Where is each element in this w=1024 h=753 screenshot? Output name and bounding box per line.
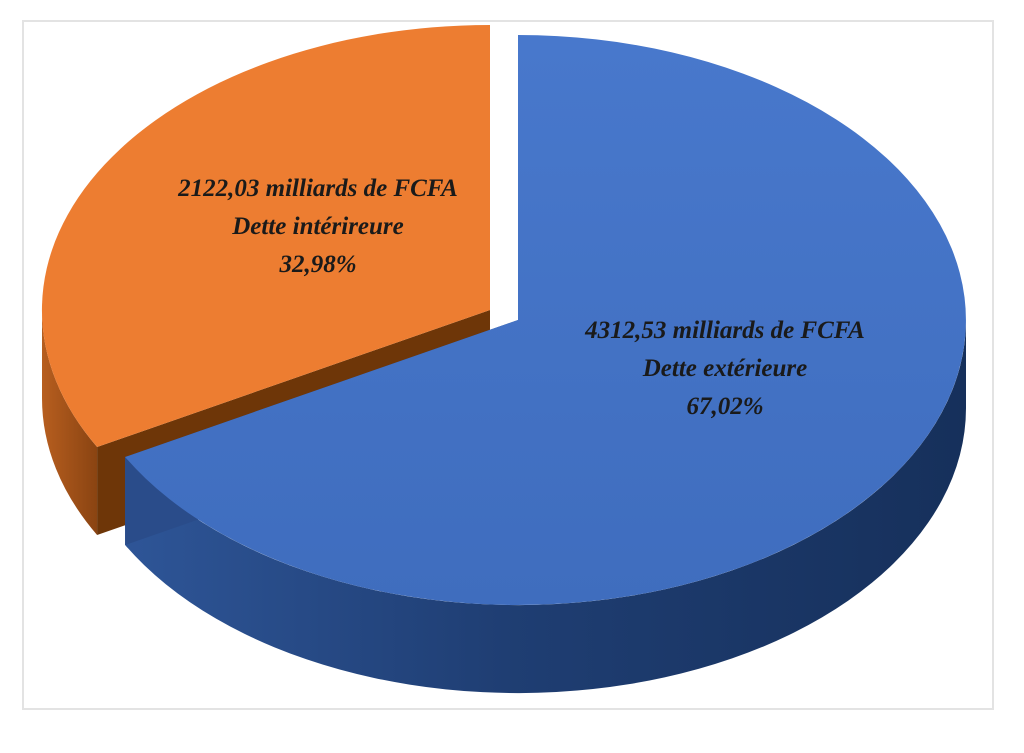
data-label-dette-exterieure-amount: 4312,53 milliards de FCFA bbox=[584, 317, 865, 344]
data-label-dette-interieure-amount: 2122,03 milliards de FCFA bbox=[177, 175, 458, 202]
data-label-dette-interieure: 2122,03 milliards de FCFA Dette intérire… bbox=[177, 175, 458, 278]
data-label-dette-interieure-percent: 32,98% bbox=[278, 251, 356, 278]
pie-slice-dette-exterieure bbox=[125, 35, 967, 694]
data-label-dette-exterieure-percent: 67,02% bbox=[686, 393, 763, 420]
pie-slice-dette-exterieure-top bbox=[125, 35, 966, 605]
data-label-dette-exterieure: 4312,53 milliards de FCFA Dette extérieu… bbox=[584, 317, 865, 420]
pie-slice-dette-exterieure-side bbox=[125, 320, 967, 694]
data-label-dette-interieure-name: Dette intérireure bbox=[231, 213, 404, 240]
pie-slice-dette-interieure-top bbox=[41, 25, 491, 447]
caption-strip bbox=[22, 722, 994, 753]
pie-slice-dette-interieure-side bbox=[41, 310, 98, 535]
data-label-dette-exterieure-name: Dette extérieure bbox=[642, 355, 808, 382]
